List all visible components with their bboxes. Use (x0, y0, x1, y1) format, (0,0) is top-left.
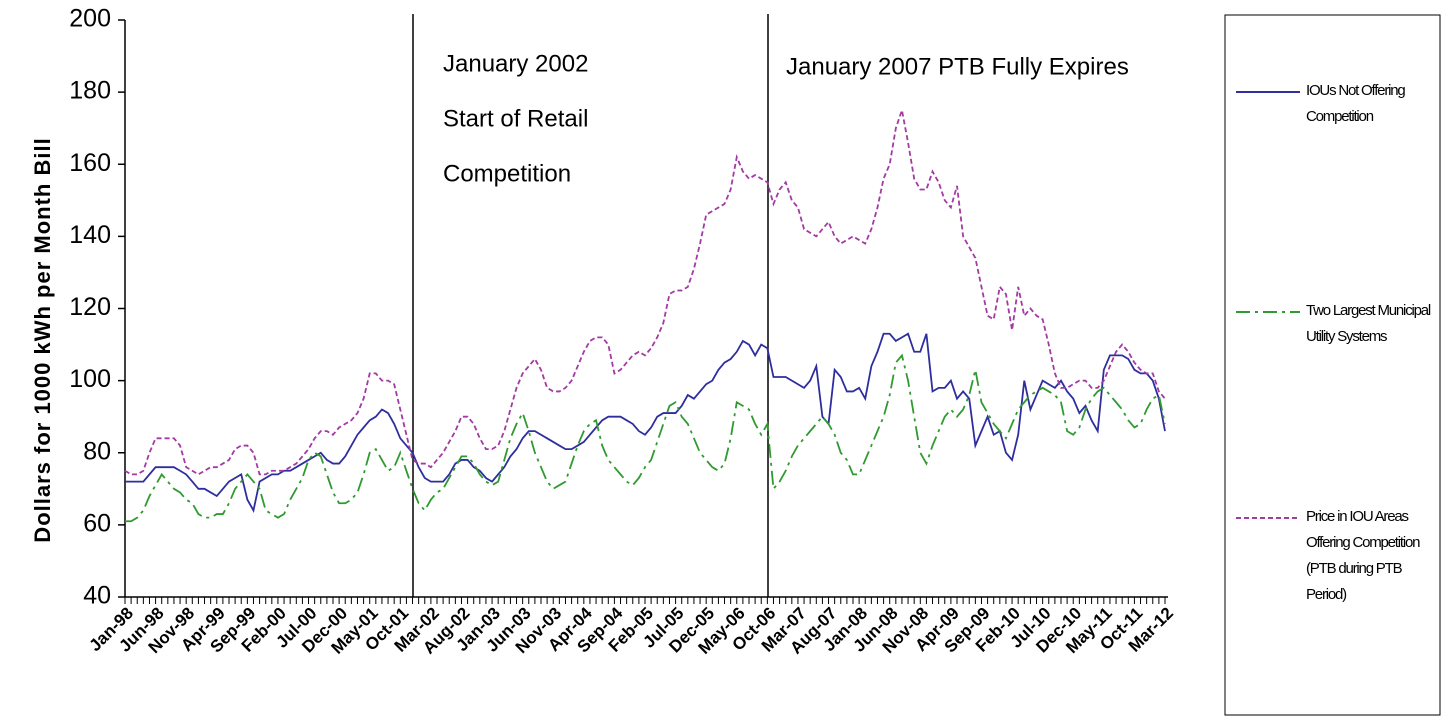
y-tick-label: 140 (69, 221, 111, 249)
annotation: January 2007 PTB Fully Expires (786, 53, 1129, 80)
data-line (125, 353, 1166, 523)
legend-label: Price in IOU Areas Offering Competition … (1306, 508, 1420, 603)
y-tick-label: 40 (83, 582, 111, 610)
y-tick-label: 80 (83, 437, 111, 465)
y-tick-label: 100 (69, 365, 111, 393)
y-tick-label: 180 (69, 77, 111, 105)
y-tick-label: 200 (69, 5, 111, 33)
annotation: Competition (443, 160, 571, 187)
y-tick-label: 120 (69, 293, 111, 321)
y-tick-label: 160 (69, 149, 111, 177)
y-axis-label: Dollars for 1000 kWh per Month Bill (30, 137, 55, 542)
annotation: Start of Retail (443, 105, 588, 132)
data-line (125, 332, 1166, 513)
legend-box (1224, 14, 1441, 716)
annotation: January 2002 (443, 50, 588, 77)
legend-label: IOUs Not Offering Competition (1306, 82, 1406, 125)
data-line (124, 106, 1166, 476)
y-tick-label: 60 (83, 509, 111, 537)
legend-label: Two Largest Municipal Utility Systems (1306, 302, 1431, 345)
